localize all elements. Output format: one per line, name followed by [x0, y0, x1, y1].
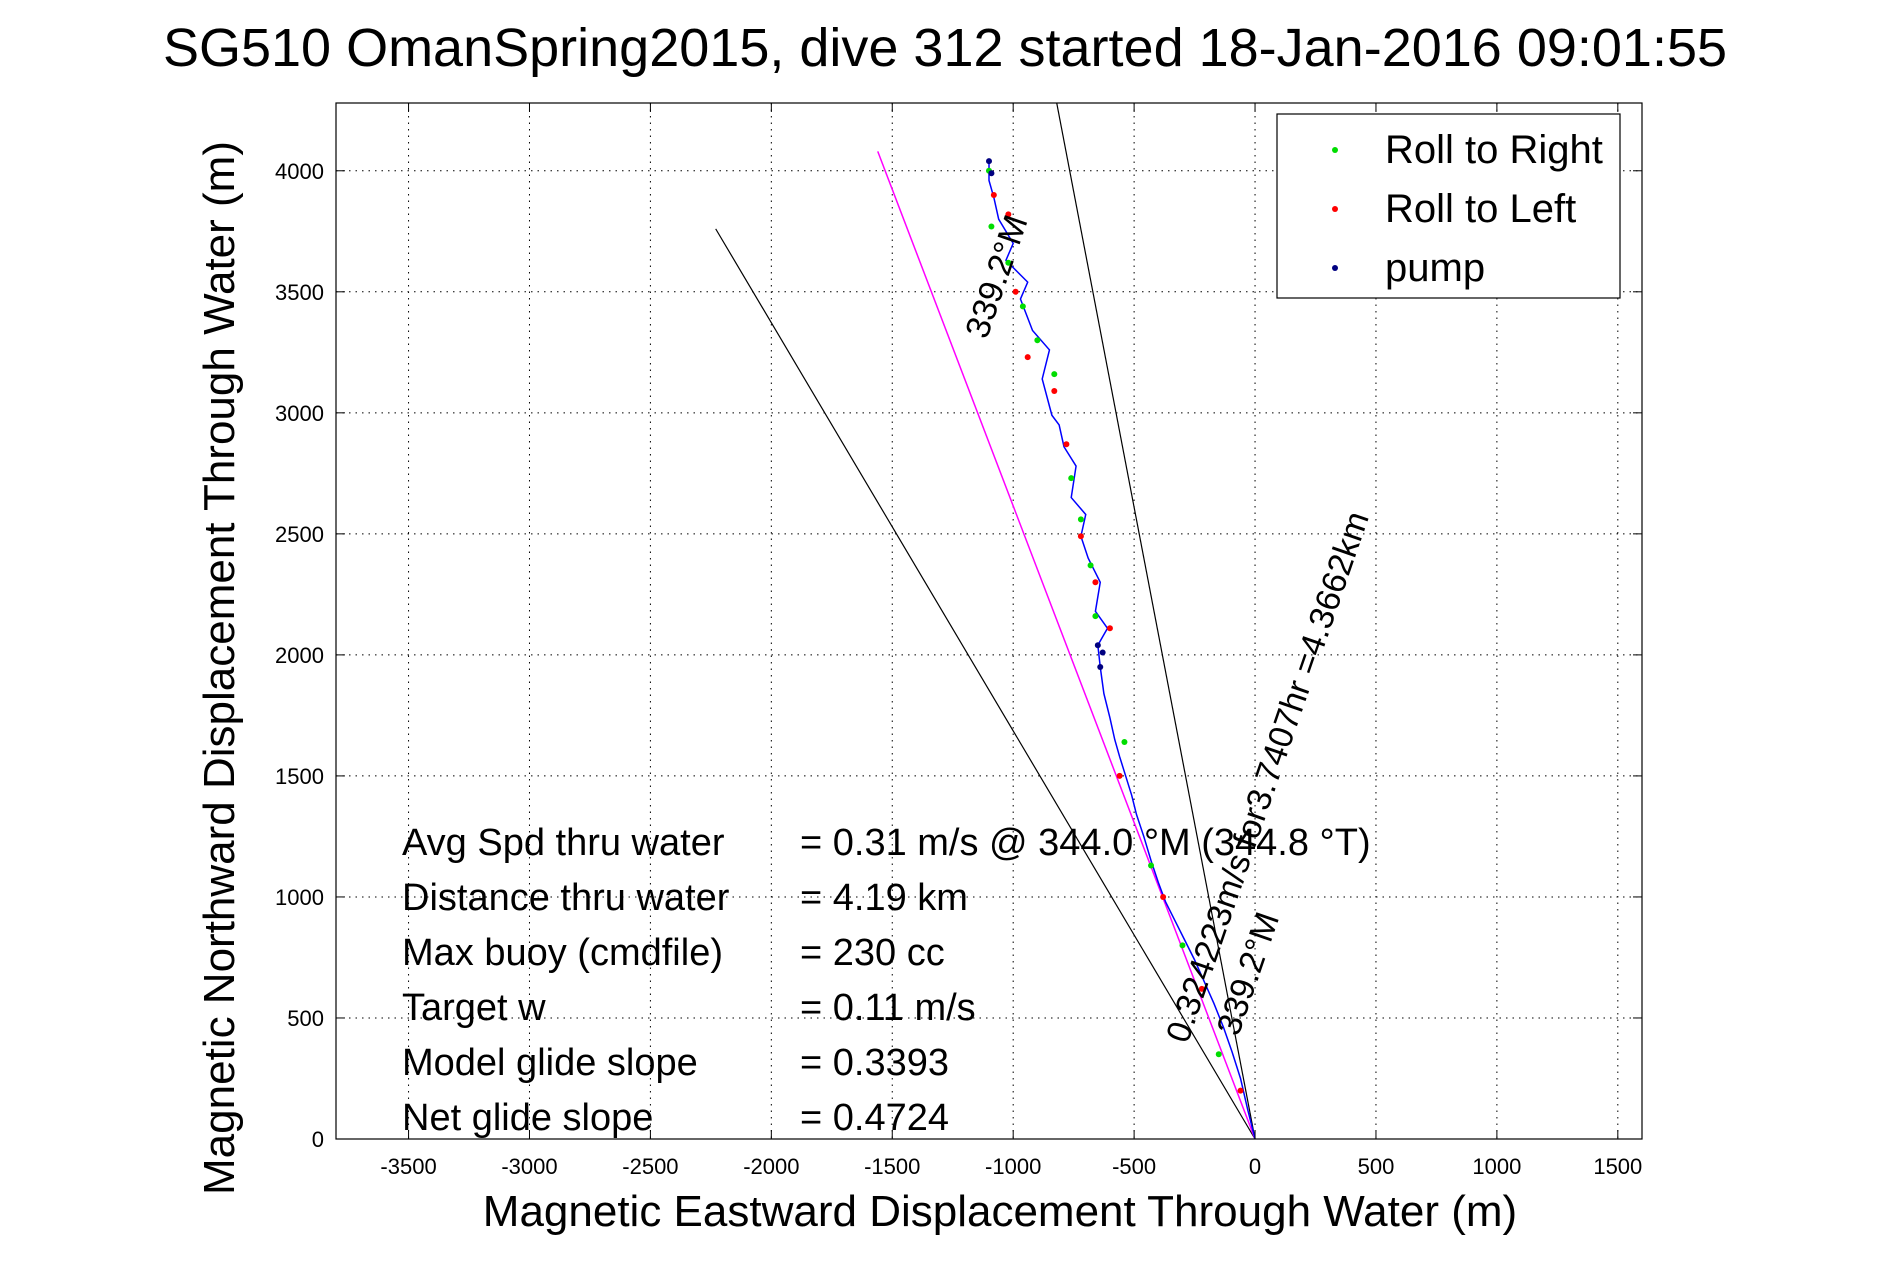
x-tick-label: -2000 — [743, 1154, 799, 1179]
x-tick-label: -500 — [1112, 1154, 1156, 1179]
y-tick-label: 1000 — [275, 885, 324, 910]
series-layer — [877, 151, 1256, 1140]
roll-right-point — [1121, 739, 1128, 746]
dive-track-line — [988, 161, 1256, 1140]
x-tick-label: 1000 — [1472, 1154, 1521, 1179]
roll-right-point — [1068, 475, 1075, 482]
roll-left-point — [990, 191, 997, 198]
y-tick-label: 4000 — [275, 159, 324, 184]
axes-box — [335, 102, 1643, 1140]
y-tick-label: 1500 — [275, 764, 324, 789]
y-tick-label: 2000 — [275, 643, 324, 668]
net-heading-line — [877, 151, 1256, 1140]
y-axis-label: Magnetic Northward Displacement Through … — [195, 141, 244, 1195]
pump-point — [988, 170, 995, 177]
roll-left-point — [1024, 354, 1031, 361]
legend-label: Roll to Left — [1385, 187, 1576, 231]
x-tick-label: -2500 — [622, 1154, 678, 1179]
stat-label: Distance thru water — [402, 877, 730, 919]
roll-right-point — [1092, 613, 1099, 620]
stat-value: = 0.3393 — [800, 1042, 949, 1084]
roll-left-point — [1077, 533, 1084, 540]
legend: Roll to Right Roll to Left pump — [1276, 113, 1621, 299]
reference-line — [715, 228, 1256, 1140]
stat-value: = 4.19 km — [800, 877, 968, 919]
roll-right-point — [988, 223, 995, 230]
y-tick-label: 3500 — [275, 280, 324, 305]
legend-label: pump — [1385, 246, 1485, 290]
x-tick-label: 1500 — [1593, 1154, 1642, 1179]
stats-block: Avg Spd thru water = 0.31 m/s @ 344.0 °M … — [402, 822, 1371, 1139]
x-tick-label: -3000 — [501, 1154, 557, 1179]
roll-left-point — [1237, 1087, 1244, 1094]
roll-left-point — [1106, 625, 1113, 632]
y-tick-label: 500 — [287, 1006, 324, 1031]
track-annotation: 339.2°M — [958, 210, 1035, 342]
roll-right-point — [1005, 259, 1012, 266]
roll-right-point — [1019, 303, 1026, 310]
x-tick-label: 500 — [1358, 1154, 1395, 1179]
annotations: 339.2°M0.324223m/s for3.7407hr =4.3662km… — [958, 210, 1377, 1047]
legend-label: Roll to Right — [1385, 128, 1603, 172]
roll-left-point — [1198, 985, 1205, 992]
stat-value: = 230 cc — [800, 932, 945, 974]
x-tick-label: -1000 — [985, 1154, 1041, 1179]
stat-label: Max buoy (cmdfile) — [402, 932, 723, 974]
y-axis-ticks: 0 500 1000 1500 2000 2500 3000 3500 4000 — [275, 159, 1642, 1152]
pump-point — [1097, 663, 1104, 670]
roll-left-point — [1116, 772, 1123, 779]
x-axis-ticks: -3500 -3000 -2500 -2000 -1500 -1000 -500 0 500 10… — [380, 103, 1642, 1179]
roll-left-point — [1012, 288, 1019, 295]
pump-point — [1094, 642, 1101, 649]
legend-marker — [1332, 206, 1338, 212]
roll-left-point — [1160, 893, 1167, 900]
x-tick-label: -3500 — [380, 1154, 436, 1179]
stat-label: Net glide slope — [402, 1097, 653, 1139]
roll-right-point — [1087, 562, 1094, 569]
reference-lines — [715, 102, 1256, 1140]
legend-marker — [1332, 265, 1338, 271]
roll-right-point — [1215, 1051, 1222, 1058]
roll-left-point — [1092, 579, 1099, 586]
roll-right-point — [1077, 516, 1084, 523]
x-axis-label: Magnetic Eastward Displacement Through W… — [483, 1187, 1517, 1236]
stat-label: Avg Spd thru water — [402, 822, 725, 864]
roll-left-point — [1005, 211, 1012, 218]
pump-point — [986, 158, 992, 165]
roll-left-point — [1051, 388, 1058, 395]
legend-marker — [1332, 147, 1338, 153]
x-tick-label: 0 — [1249, 1154, 1261, 1179]
stat-label: Target w — [402, 987, 546, 1029]
stat-value: = 0.31 m/s @ 344.0 °M (344.8 °T) — [800, 822, 1371, 864]
chart-title: SG510 OmanSpring2015, dive 312 started 1… — [163, 18, 1727, 78]
roll-left-point — [1063, 441, 1070, 448]
y-tick-label: 3000 — [275, 401, 324, 426]
stat-value: = 0.11 m/s — [800, 987, 976, 1029]
roll-right-point — [1148, 862, 1155, 869]
reference-line — [1056, 102, 1256, 1140]
y-tick-label: 0 — [312, 1127, 324, 1152]
pump-point — [1099, 649, 1106, 656]
stat-label: Model glide slope — [402, 1042, 698, 1084]
roll-right-point — [1051, 371, 1058, 378]
x-tick-label: -1500 — [864, 1154, 920, 1179]
roll-right-point — [1179, 942, 1186, 949]
stat-value: = 0.4724 — [800, 1097, 949, 1139]
y-tick-label: 2500 — [275, 522, 324, 547]
roll-right-point — [1034, 337, 1041, 344]
